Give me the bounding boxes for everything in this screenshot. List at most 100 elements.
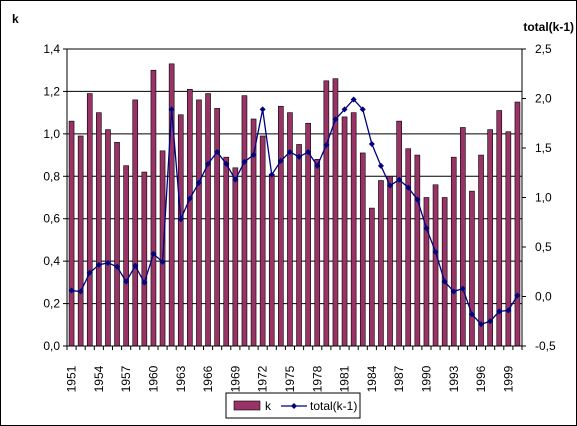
- point-2000: [514, 292, 521, 299]
- point-1988: [405, 184, 412, 191]
- point-1997: [487, 318, 494, 325]
- bar-1993: [450, 156, 457, 347]
- bar-1985: [378, 180, 384, 347]
- point-1970: [241, 158, 248, 165]
- bar-1974: [278, 105, 284, 347]
- bar-1976: [296, 144, 302, 347]
- left-axis-tick-label: 1,2: [43, 84, 60, 98]
- bar-1973: [268, 173, 275, 347]
- bar-1961: [159, 150, 166, 347]
- point-1996: [478, 321, 485, 328]
- point-1954: [95, 261, 102, 268]
- bar-1978: [314, 159, 321, 347]
- right-axis-tick-label: 1,5: [535, 141, 552, 155]
- point-1963: [177, 216, 184, 223]
- bar-1966: [205, 93, 211, 347]
- point-1999: [505, 307, 512, 314]
- bar-1964: [187, 89, 193, 347]
- x-axis-tick-label: 1960: [146, 365, 160, 392]
- legend-label-total: total(k-1): [310, 399, 357, 413]
- right-axis-tick-label: 1,0: [535, 191, 552, 205]
- point-1987: [396, 176, 403, 183]
- x-axis-tick-label: 1975: [283, 365, 297, 392]
- point-1998: [496, 308, 503, 315]
- right-axis-tick-label: 2,0: [535, 92, 552, 106]
- point-1964: [186, 195, 193, 202]
- point-1974: [277, 157, 284, 164]
- point-1985: [377, 162, 384, 169]
- x-axis-tick-label: 1984: [365, 365, 379, 392]
- bar-1983: [359, 152, 366, 347]
- point-1955: [104, 259, 111, 266]
- point-1959: [141, 279, 148, 286]
- left-axis-tick-label: 0,0: [43, 339, 60, 353]
- bar-1994: [460, 127, 466, 347]
- point-1995: [468, 311, 475, 318]
- bar-1960: [150, 69, 157, 347]
- bar-1979: [323, 80, 330, 347]
- bar-1963: [177, 114, 184, 347]
- bar-1951: [68, 120, 75, 347]
- bar-1997: [487, 129, 493, 347]
- bar-1988: [405, 148, 412, 347]
- bar-1957: [123, 165, 129, 347]
- point-1978: [314, 162, 321, 169]
- bar-1959: [141, 171, 148, 347]
- right-axis-title: total(k-1): [523, 20, 574, 34]
- legend-label-k: k: [265, 399, 272, 413]
- bar-1990: [423, 197, 430, 347]
- x-axis-tick-label: 1990: [419, 365, 433, 392]
- x-axis-tick-label: 1954: [92, 365, 106, 392]
- x-axis-tick-label: 1963: [174, 365, 188, 392]
- point-1990: [423, 225, 430, 232]
- point-1951: [68, 287, 75, 294]
- point-1982: [350, 96, 357, 103]
- bar-1995: [469, 190, 475, 347]
- point-1976: [296, 153, 303, 160]
- point-1979: [323, 142, 330, 149]
- bar-1954: [96, 112, 102, 347]
- bar-1953: [86, 93, 93, 347]
- point-1980: [332, 116, 339, 123]
- point-1967: [214, 148, 221, 155]
- bar-1975: [287, 112, 293, 347]
- left-axis-tick-label: 0,6: [43, 212, 60, 226]
- bar-1968: [223, 156, 230, 347]
- bar-1996: [478, 154, 484, 347]
- point-1966: [205, 160, 212, 167]
- axes: 0,0 0,2 0,4 0,6 0,8 1,0 1,2 1,4 -0,5 0,0 0,5 1,0 1,5…: [43, 42, 556, 392]
- left-axis-tick-label: 0,8: [43, 169, 60, 183]
- left-axis-tick-label: 0,2: [43, 297, 60, 311]
- point-1968: [223, 160, 230, 167]
- point-1983: [359, 106, 366, 113]
- right-axis-tick-label: -0,5: [535, 339, 556, 353]
- bar-1955: [105, 129, 111, 347]
- bar-1956: [114, 142, 120, 347]
- legend: k total(k-1): [225, 392, 361, 419]
- x-axis-tick-label: 1957: [119, 365, 133, 392]
- line-series-total: [68, 96, 521, 328]
- left-axis-tick-label: 1,0: [43, 127, 60, 141]
- bar-1984: [369, 207, 375, 347]
- bar-1991: [432, 184, 439, 347]
- bar-1986: [387, 175, 393, 347]
- series-line-total: [71, 98, 519, 325]
- point-1960: [150, 250, 157, 257]
- right-axis-tick-label: 2,5: [535, 42, 552, 56]
- point-1981: [341, 106, 348, 113]
- point-1953: [86, 269, 93, 276]
- point-1961: [159, 258, 166, 265]
- legend-marker: [291, 403, 297, 409]
- x-axis-tick-label: 1966: [201, 365, 215, 392]
- point-1977: [305, 148, 312, 155]
- x-axis-tick-label: 1999: [501, 365, 515, 392]
- bar-1982: [350, 112, 357, 347]
- bar-1981: [341, 116, 348, 347]
- x-axis-tick-label: 1972: [256, 365, 270, 392]
- x-axis-tick-label: 1996: [474, 365, 488, 392]
- point-1958: [132, 262, 139, 269]
- x-axis-tick-label: 1987: [392, 365, 406, 392]
- point-1965: [195, 179, 202, 186]
- bar-1977: [305, 122, 311, 347]
